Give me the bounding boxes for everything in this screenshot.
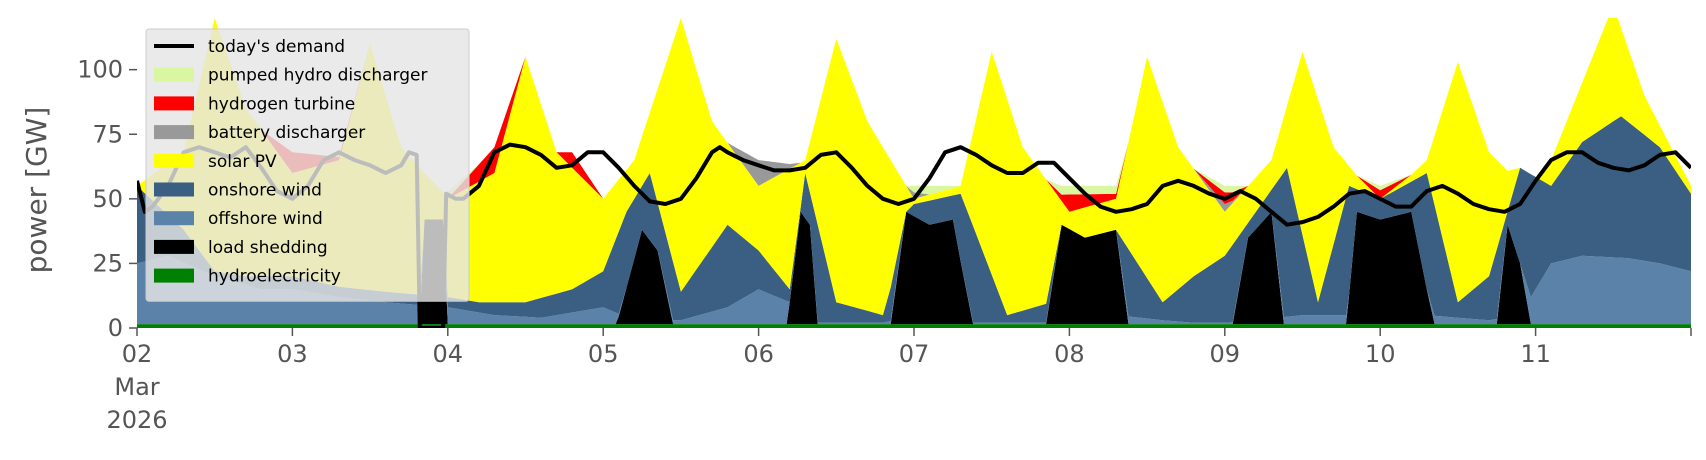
legend-item-hydroelectricity: hydroelectricity	[154, 267, 341, 287]
legend-label: load shedding	[208, 238, 328, 258]
x-tick-label: Mar	[114, 373, 159, 401]
legend-swatch	[154, 96, 194, 111]
legend-frame	[145, 28, 470, 302]
y-tick-label: 50	[92, 185, 123, 213]
plot-area	[137, 18, 1691, 328]
legend-swatch	[154, 268, 194, 283]
legend-item-battery-discharger: battery discharger	[154, 123, 365, 143]
x-tick-label: 11	[1520, 340, 1551, 368]
y-axis: 0 25 50 75 100	[77, 56, 137, 342]
area-solar-pv	[137, 18, 1691, 316]
y-tick-label: 100	[77, 56, 123, 84]
x-tick-label: 09	[1210, 340, 1241, 368]
legend-item-onshore-wind: onshore wind	[154, 181, 322, 201]
x-tick-label: 10	[1365, 340, 1396, 368]
x-axis: 02 Mar 2026 03 04 05 06 07 08 09 10 11	[106, 328, 1692, 434]
y-axis-title: power [GW]	[20, 107, 53, 274]
legend-swatch	[154, 125, 194, 140]
x-tick-label: 03	[277, 340, 308, 368]
legend-label: hydroelectricity	[208, 267, 341, 287]
area-onshore-wind	[137, 116, 1691, 323]
y-tick-label: 0	[108, 314, 123, 342]
y-tick-label: 75	[92, 120, 123, 148]
legend-label: today's demand	[208, 37, 345, 57]
legend-swatch	[154, 239, 194, 254]
area-load-shedding	[137, 211, 1691, 325]
y-tick-label: 25	[92, 249, 123, 277]
area-offshore-wind	[137, 211, 1691, 325]
legend-item-hydrogen-turbine: hydrogen turbine	[154, 94, 355, 114]
legend-swatch	[154, 67, 194, 82]
x-tick-label: 07	[899, 340, 930, 368]
legend-label: battery discharger	[208, 123, 365, 143]
legend-label: hydrogen turbine	[208, 94, 355, 114]
legend-item-today-s-demand: today's demand	[154, 37, 345, 57]
legend-label: solar PV	[208, 152, 277, 172]
x-tick-label: 05	[588, 340, 619, 368]
legend-swatch	[154, 153, 194, 168]
legend-swatch	[154, 182, 194, 197]
legend-label: pumped hydro discharger	[208, 66, 427, 86]
x-tick-label: 2026	[106, 406, 167, 434]
legend-item-load-shedding: load shedding	[154, 238, 328, 258]
x-tick-label: 06	[743, 340, 774, 368]
x-tick-label: 08	[1054, 340, 1085, 368]
legend-item-pumped-hydro-discharger: pumped hydro discharger	[154, 66, 427, 86]
legend-label: onshore wind	[208, 181, 322, 201]
area-hydroelectricity	[137, 324, 1691, 328]
legend-item-offshore-wind: offshore wind	[154, 209, 323, 229]
legend-label: offshore wind	[208, 209, 323, 229]
x-tick-label: 02	[122, 340, 153, 368]
legend-item-solar-pv: solar PV	[154, 152, 277, 172]
x-tick-label: 04	[433, 340, 464, 368]
legend-swatch	[154, 211, 194, 226]
legend: today's demand pumped hydro discharger hyd…	[145, 28, 470, 302]
